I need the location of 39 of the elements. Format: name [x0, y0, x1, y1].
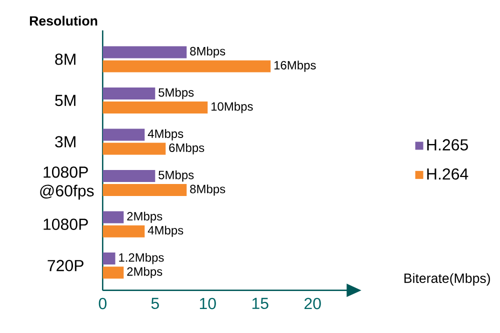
data-label: 2Mbps: [127, 266, 162, 278]
data-label: 4Mbps: [148, 226, 184, 237]
y-tick-label: 8M: [55, 54, 76, 65]
legend-label: H.264: [427, 168, 468, 180]
bar: [102, 266, 124, 279]
x-tick-label: 5: [151, 298, 159, 310]
y-tick-label: 1080P @60fps: [40, 166, 94, 200]
data-label: 2Mbps: [127, 212, 162, 223]
bar: [102, 46, 187, 58]
bar: [102, 60, 271, 72]
y-tick-label: 720P: [48, 260, 84, 272]
x-tick-label: 10: [200, 298, 216, 310]
data-label: 5Mbps: [158, 170, 194, 182]
bar: [102, 184, 187, 196]
data-label: 8Mbps: [190, 184, 226, 196]
data-label: 5Mbps: [158, 88, 194, 100]
bar: [102, 211, 124, 224]
x-axis-title: Biterate(Mbps): [404, 273, 490, 286]
bar: [102, 102, 208, 114]
x-tick-label: 0: [98, 298, 106, 310]
bar: [102, 87, 156, 100]
y-axis-title: Resolution: [30, 16, 98, 26]
data-label: 10Mbps: [211, 102, 253, 114]
y-tick-label: 1080P: [44, 218, 88, 230]
bar: [102, 128, 145, 141]
bar: [102, 142, 166, 155]
bar: [102, 252, 116, 265]
data-label: 8Mbps: [190, 46, 226, 58]
y-tick-label: 5M: [55, 94, 76, 106]
data-label: 6Mbps: [169, 143, 204, 154]
data-label: 16Mbps: [274, 60, 316, 72]
data-label: 1.2Mbps: [119, 252, 164, 264]
bar: [102, 225, 145, 238]
legend-label: H.265: [427, 139, 468, 150]
data-label: 4Mbps: [148, 129, 184, 140]
x-tick-label: 20: [304, 298, 321, 310]
y-tick-label: 3M: [55, 136, 76, 148]
x-tick-label: 15: [252, 298, 268, 310]
bar: [102, 170, 156, 182]
